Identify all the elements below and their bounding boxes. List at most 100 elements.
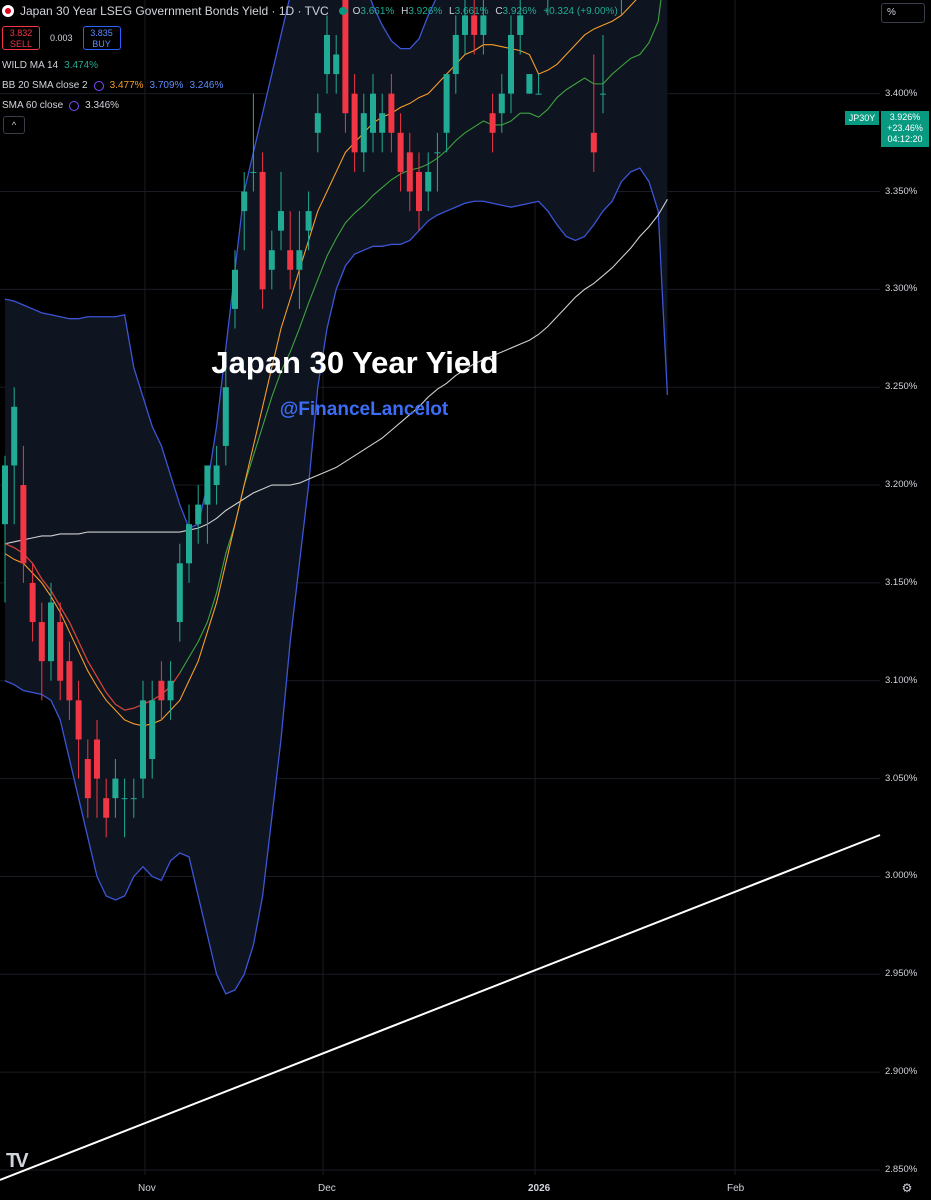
candle-body <box>112 778 119 799</box>
candle-body <box>397 132 404 172</box>
candle-body <box>600 93 606 95</box>
bollinger-fill <box>5 0 668 994</box>
candle-body <box>471 15 478 35</box>
candle-body <box>130 798 137 800</box>
candle-body <box>351 93 358 153</box>
candle-body <box>517 15 524 35</box>
price-axis-label: 2.900% <box>885 1066 918 1078</box>
candle-body <box>204 465 211 505</box>
settings-icon[interactable] <box>93 80 104 91</box>
buy-button[interactable]: 3.835 BUY <box>82 26 121 50</box>
percent-scale-button[interactable]: % <box>881 3 925 23</box>
time-axis-label: Dec <box>318 1183 336 1194</box>
candle-body <box>462 15 468 35</box>
candle-body <box>38 622 45 662</box>
ohlc-values: O3.661% H3.926% L3.661% C3.926% +0.324 (… <box>352 5 618 17</box>
price-axis-label: 3.200% <box>885 479 918 491</box>
candle-body <box>342 0 349 114</box>
candle-body <box>406 152 413 192</box>
price-axis-label: 3.050% <box>885 772 918 784</box>
tradingview-logo[interactable]: TV <box>6 1150 28 1172</box>
candle-body <box>379 113 386 133</box>
time-axis-label: 2026 <box>528 1183 551 1194</box>
candle-body <box>75 700 82 740</box>
candle-body <box>176 563 183 623</box>
indicator-sma60[interactable]: SMA 60 close 3.346% <box>2 100 120 111</box>
candle-body <box>324 34 330 75</box>
candle-body <box>11 406 18 466</box>
spread-value: 0.003 <box>50 33 73 43</box>
candle-body <box>333 54 340 75</box>
candle-body <box>526 74 533 94</box>
candle-body <box>2 465 8 525</box>
candle-body <box>370 93 376 133</box>
annotation-handle: @FinanceLancelot <box>279 399 449 420</box>
time-axis-label: Nov <box>138 1183 156 1194</box>
candle-body <box>434 152 441 154</box>
symbol-title[interactable]: Japan 30 Year LSEG Government Bonds Yiel… <box>20 4 329 18</box>
candle-body <box>103 798 110 818</box>
indicator-bb[interactable]: BB 20 SMA close 2 3.477% 3.709% 3.246% <box>2 80 224 91</box>
settings-icon[interactable] <box>69 100 80 111</box>
candle-body <box>489 113 496 133</box>
market-status-icon <box>338 7 347 15</box>
candle-body <box>158 680 165 701</box>
bollinger-lower <box>4 167 669 995</box>
candle-body <box>416 171 422 212</box>
candle-body <box>425 171 432 192</box>
candle-body <box>314 113 321 133</box>
candle-body <box>259 171 266 290</box>
bollinger-upper <box>4 0 466 529</box>
candle-body <box>167 680 174 701</box>
last-price-tag: 3.926% +23.46% 04:12:20 <box>881 111 929 147</box>
candle-body <box>149 700 156 760</box>
price-axis-label: 2.950% <box>885 968 918 980</box>
candle-body <box>121 798 128 800</box>
candle-body <box>57 622 64 681</box>
candle-body <box>268 250 275 270</box>
candle-body <box>360 113 367 153</box>
annotation-title: Japan 30 Year Yield <box>211 345 499 380</box>
candle-body <box>140 700 146 779</box>
candle-body <box>535 93 542 95</box>
time-axis-label: Feb <box>727 1183 745 1194</box>
candle-body <box>443 74 450 133</box>
candle-body <box>232 269 238 309</box>
candle-body <box>48 602 54 662</box>
sma20-line <box>4 0 637 727</box>
sma60-line <box>4 199 668 545</box>
chart-header: Japan 30 Year LSEG Government Bonds Yiel… <box>0 0 880 120</box>
candle-body <box>222 387 229 446</box>
candle-body <box>66 661 73 701</box>
trade-buttons: 3.832 SELL 0.003 3.835 BUY <box>2 26 121 50</box>
sell-button[interactable]: 3.832 SELL <box>2 26 40 50</box>
candle-body <box>296 250 303 270</box>
candle-body <box>29 582 36 623</box>
candle-body <box>480 15 487 35</box>
japan-flag-icon <box>2 5 14 17</box>
candle-body <box>278 211 284 231</box>
indicator-wild-ma[interactable]: WILD MA 14 3.474% <box>2 60 99 71</box>
candle-body <box>287 250 294 270</box>
symbol-row[interactable]: Japan 30 Year LSEG Government Bonds Yiel… <box>2 4 622 18</box>
price-axis-label: 3.400% <box>885 87 918 99</box>
price-axis-label: 3.000% <box>885 870 918 882</box>
price-axis-label: 3.300% <box>885 283 918 295</box>
candle-body <box>508 34 514 94</box>
trend-line <box>0 834 881 1181</box>
price-axis-label: 2.850% <box>885 1164 918 1175</box>
price-axis-label: 3.350% <box>885 185 918 197</box>
price-axis-label: 3.250% <box>885 381 918 393</box>
candle-body <box>388 93 395 133</box>
price-axis-label: 3.450% <box>885 0 917 1</box>
candle-body <box>452 34 459 75</box>
symbol-tag: JP30Y <box>845 111 879 125</box>
collapse-legend-icon[interactable]: ^ <box>3 116 25 134</box>
candle-body <box>20 485 27 564</box>
candle-body <box>250 171 257 173</box>
price-axis-label: 3.150% <box>885 576 918 588</box>
price-axis-label: 3.100% <box>885 674 918 686</box>
gear-icon[interactable]: ⚙ <box>901 1181 913 1195</box>
candle-body <box>241 191 248 212</box>
